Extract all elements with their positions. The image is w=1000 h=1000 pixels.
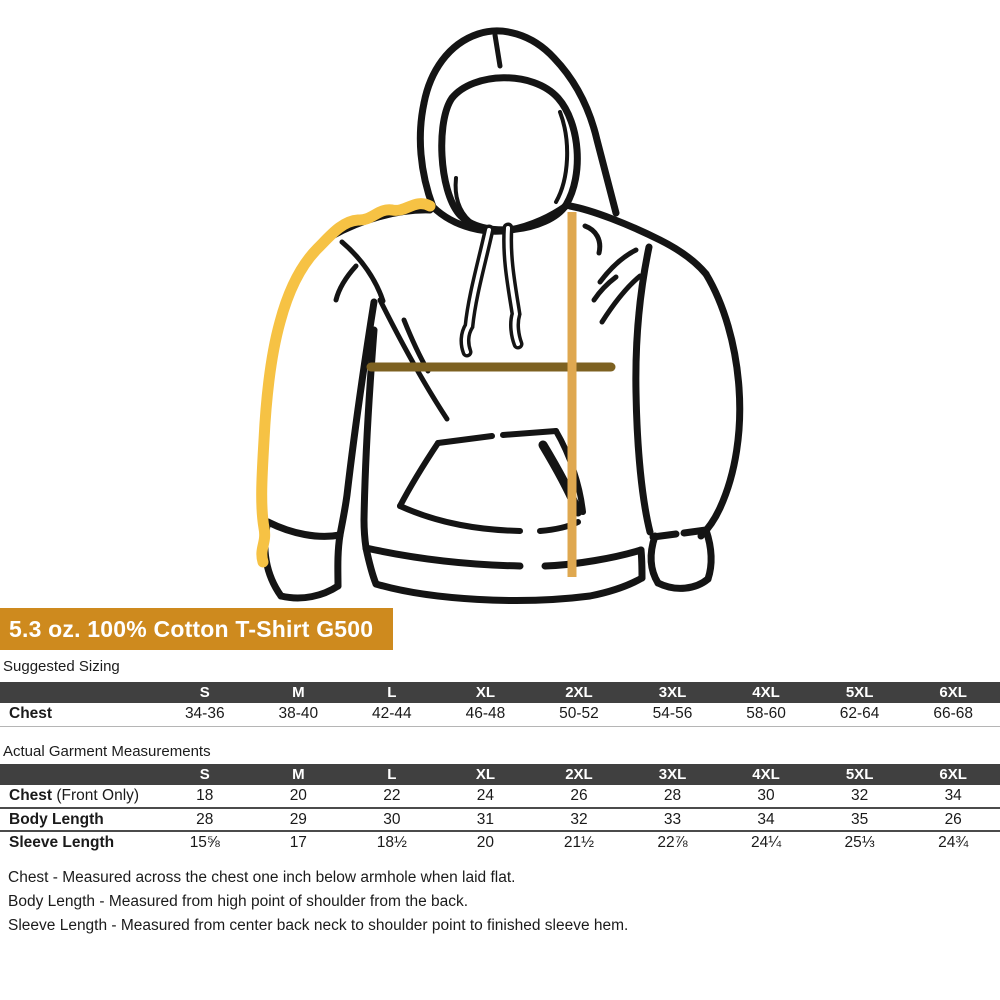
measurement-cell: 34 — [944, 787, 962, 804]
footnote-body: Body Length - Measured from high point o… — [8, 893, 469, 910]
measurement-cell: 18 — [196, 787, 214, 804]
row-label: Sleeve Length — [9, 834, 115, 851]
measurement-cell: 26 — [944, 810, 962, 828]
size-header-xl: XL — [438, 764, 533, 785]
size-header-m: M — [251, 682, 346, 703]
measurement-cell: 32 — [570, 810, 588, 828]
measurement-cell: 25⅓ — [844, 834, 875, 851]
size-header-blank — [0, 682, 158, 703]
size-header-4xl: 4XL — [719, 682, 813, 703]
actual-measurements-title: Actual Garment Measurements — [3, 743, 211, 760]
product-banner: 5.3 oz. 100% Cotton T-Shirt G500 — [0, 608, 393, 650]
measurement-cell: 26 — [570, 787, 588, 804]
measurement-cell: 66-68 — [933, 705, 974, 723]
row-label: Chest — [9, 705, 53, 723]
size-header-3xl: 3XL — [625, 764, 720, 785]
size-header-row: S M L XL 2XL 3XL 4XL 5XL 6XL — [0, 764, 1000, 785]
measurement-cell: 20 — [476, 834, 495, 851]
measurement-cell: 28 — [196, 810, 214, 828]
size-header-s: S — [158, 682, 252, 703]
size-header-3xl: 3XL — [625, 682, 720, 703]
measurement-cell: 34 — [757, 810, 775, 828]
measurement-cell: 58-60 — [746, 705, 786, 723]
measurement-cell: 42-44 — [372, 705, 412, 723]
measurement-cell: 17 — [289, 834, 307, 851]
measurement-cell: 30 — [757, 787, 775, 804]
measurement-footnotes: Chest - Measured across the chest one in… — [8, 866, 628, 938]
table-row: Chest 34-36 38-40 42-44 46-48 50-52 54-56 58-60… — [0, 703, 1000, 726]
size-header-xl: XL — [438, 682, 533, 703]
size-header-6xl: 6XL — [906, 764, 1000, 785]
size-header-l: L — [345, 764, 439, 785]
size-header-5xl: 5XL — [812, 764, 907, 785]
measurement-cell: 50-52 — [559, 705, 599, 723]
measurement-cell: 21½ — [563, 834, 595, 851]
row-label: Body Length — [9, 810, 104, 828]
size-header-6xl: 6XL — [906, 682, 1000, 703]
suggested-sizing-table: S M L XL 2XL 3XL 4XL 5XL 6XL Chest 34-36 38-40 42-44… — [0, 682, 1000, 727]
measurement-cell: 35 — [850, 810, 869, 828]
footnote-chest: Chest - Measured across the chest one in… — [8, 869, 516, 886]
measurement-cell: 28 — [663, 787, 682, 804]
measurement-cell: 31 — [476, 810, 495, 828]
measurement-cell: 15⅝ — [189, 834, 220, 851]
measurement-cell: 34-36 — [184, 705, 225, 723]
size-header-2xl: 2XL — [532, 682, 626, 703]
size-header-blank — [0, 764, 158, 785]
measurement-cell: 54-56 — [652, 705, 693, 723]
size-header-2xl: 2XL — [532, 764, 626, 785]
suggested-sizing-title: Suggested Sizing — [3, 658, 120, 675]
size-header-5xl: 5XL — [812, 682, 907, 703]
measurement-cell: 29 — [289, 810, 307, 828]
measurement-cell: 62-64 — [839, 705, 880, 723]
measurement-cell: 33 — [663, 810, 682, 828]
table-row: Sleeve Length 15⅝ 17 18½ 20 21½ 22⅞ 24¼ 25⅓ 24¾ — [0, 831, 1000, 854]
footnote-sleeve: Sleeve Length - Measured from center bac… — [8, 917, 629, 934]
row-label: Chest (Front Only) — [9, 787, 140, 804]
size-header-m: M — [251, 764, 346, 785]
measurement-cell: 24¾ — [938, 834, 969, 851]
size-header-s: S — [158, 764, 252, 785]
measurement-cell: 24¼ — [750, 834, 782, 851]
hoodie-outline — [261, 27, 744, 604]
hoodie-drawstrings — [459, 222, 524, 358]
measurement-cell: 46-48 — [465, 705, 506, 723]
table-row: Chest (Front Only) 18 20 22 24 26 28 30 32 34 — [0, 785, 1000, 808]
sleeve-length-line — [256, 198, 436, 568]
measurement-cell: 38-40 — [278, 705, 319, 723]
measurement-cell: 18½ — [376, 834, 407, 851]
actual-measurements-table: S M L XL 2XL 3XL 4XL 5XL 6XL Chest (Front Only) 18… — [0, 764, 1000, 854]
measurement-cell: 22⅞ — [657, 834, 688, 851]
size-header-row: S M L XL 2XL 3XL 4XL 5XL 6XL — [0, 682, 1000, 703]
measurement-cell: 30 — [383, 810, 401, 828]
measurement-cell: 24 — [476, 787, 495, 804]
size-header-4xl: 4XL — [719, 764, 813, 785]
product-banner-label: 5.3 oz. 100% Cotton T-Shirt G500 — [9, 615, 374, 642]
size-header-l: L — [345, 682, 439, 703]
table-row: Body Length 28 29 30 31 32 33 34 35 26 — [0, 808, 1000, 831]
measurement-cell: 20 — [289, 787, 307, 804]
measurement-cell: 32 — [850, 787, 869, 804]
measurement-cell: 22 — [383, 787, 401, 804]
hoodie-diagram — [256, 27, 744, 604]
